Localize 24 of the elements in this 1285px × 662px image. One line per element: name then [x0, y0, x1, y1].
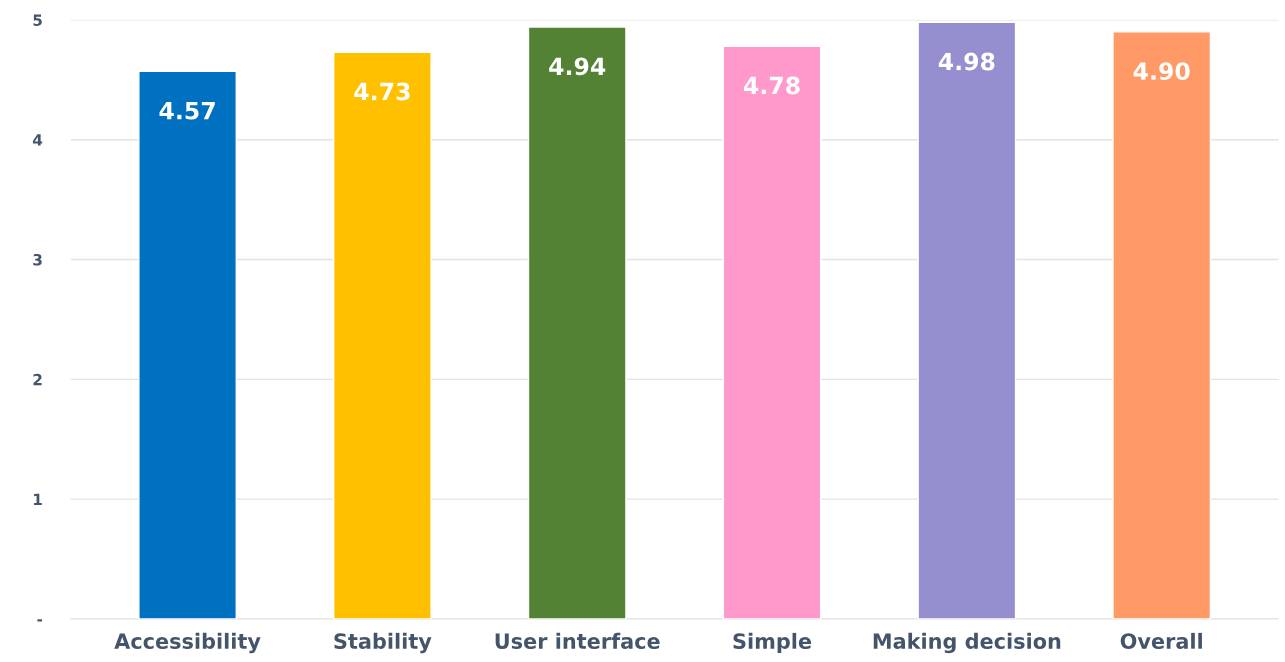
y-tick-label: 2: [33, 373, 42, 386]
x-tick-label: Making decision: [873, 632, 1061, 654]
y-tick-label: -: [37, 619, 43, 622]
data-label: 4.78: [743, 76, 800, 95]
y-tick-label: 3: [33, 253, 42, 266]
x-tick-label: Simple: [733, 632, 812, 654]
data-label: 4.57: [159, 102, 215, 120]
x-tick-label: Overall: [1120, 632, 1202, 649]
bar: [1112, 31, 1212, 619]
y-tick-label: 5: [33, 14, 42, 26]
data-label: 4.98: [938, 52, 995, 71]
data-label: 4.94: [549, 57, 606, 76]
x-tick-label: Stability: [334, 632, 432, 654]
bar: [917, 21, 1017, 619]
y-tick-label: 1: [33, 493, 42, 505]
data-label: 4.90: [1133, 62, 1190, 81]
x-tick-label: User interface: [495, 632, 660, 649]
y-tick-label: 4: [32, 134, 43, 146]
x-tick-label: Accessibility: [114, 632, 261, 654]
bar: [722, 45, 822, 619]
bar: [527, 26, 627, 619]
bar: [138, 70, 237, 619]
bar: [332, 51, 432, 619]
data-label: 4.73: [354, 82, 410, 101]
